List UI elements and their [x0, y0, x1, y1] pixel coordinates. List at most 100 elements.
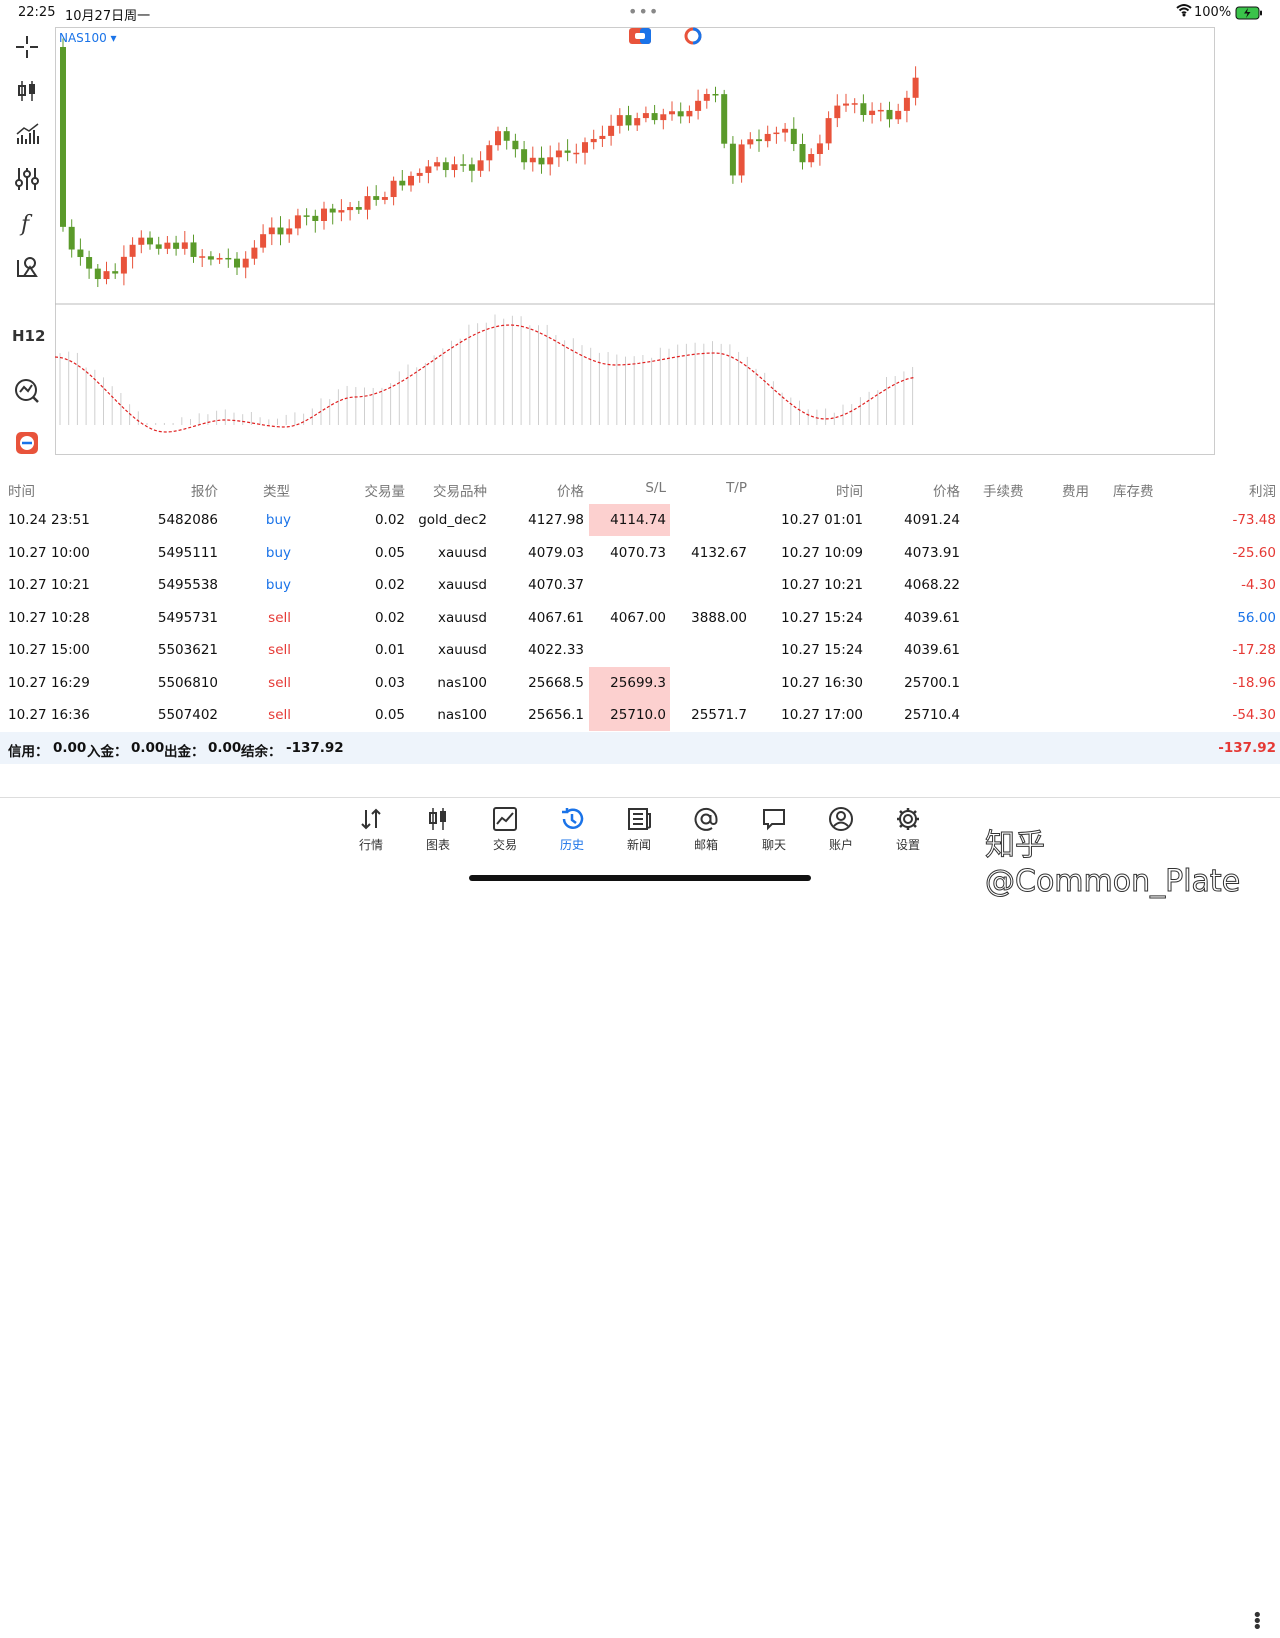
sync-icon[interactable]	[682, 27, 704, 45]
price-chart[interactable]: NAS100 ▾	[55, 27, 1215, 455]
candle-body	[207, 256, 214, 260]
nav-news[interactable]: 新闻	[613, 806, 665, 853]
multitasking-dots[interactable]: •••	[628, 2, 660, 21]
nav-chart-label: 图表	[425, 838, 450, 852]
candlestick-icon[interactable]	[14, 78, 40, 104]
chart-icon	[429, 808, 446, 830]
adjust-sliders-icon[interactable]	[14, 166, 40, 192]
nav-account[interactable]: 账户	[815, 806, 867, 853]
candle-body	[225, 257, 232, 260]
candle-body	[851, 103, 858, 105]
candle-body	[321, 208, 327, 221]
candle-body	[242, 258, 249, 268]
withdraw-value: 0.00	[208, 740, 242, 756]
candle-body	[729, 143, 736, 176]
cell-sl: 4067.00	[610, 609, 666, 626]
table-row[interactable]: 10.24 23:51 5482086 buy 0.02 gold_dec2 4127.9…	[0, 504, 1280, 537]
candle-body	[625, 115, 632, 126]
candle-body	[703, 93, 710, 101]
candle-body	[547, 157, 554, 165]
more-options-icon[interactable]: • • •	[1252, 1605, 1263, 1638]
trade-icon	[493, 807, 517, 831]
cell-profit: 56.00	[1237, 609, 1276, 626]
cell-profit: -4.30	[1241, 577, 1276, 593]
candle-body	[564, 150, 571, 153]
nav-quotes[interactable]: 行情	[345, 806, 397, 853]
period-label[interactable]: H12	[12, 327, 46, 345]
deposit-value: 0.00	[131, 740, 165, 756]
candle-body	[460, 164, 467, 166]
candle-body	[277, 227, 284, 235]
candle-body	[869, 110, 876, 116]
chart-toolbar: f H12	[0, 28, 55, 458]
candle-body	[251, 247, 258, 259]
candle-body	[816, 143, 823, 155]
candle-body	[408, 175, 414, 186]
candle-body	[425, 166, 432, 173]
cell-ticket: 5482086	[157, 512, 218, 528]
candle-body	[399, 180, 406, 186]
candle-body	[312, 215, 319, 221]
indicators-icon[interactable]	[14, 122, 40, 148]
balance-summary: 信用： 0.00 入金： 0.00 出金： 0.00 结余： -137.92 -…	[0, 732, 1280, 764]
chart-canvas[interactable]	[55, 27, 1215, 455]
nav-chat[interactable]: 聊天	[748, 806, 800, 853]
cell-symbol: nas100	[437, 707, 487, 723]
nav-history[interactable]: 历史	[546, 806, 598, 853]
candle-body	[329, 208, 336, 213]
symbol-selector[interactable]: NAS100 ▾	[59, 31, 117, 45]
nav-chart[interactable]: 图表	[412, 806, 464, 853]
candle-body	[590, 138, 597, 143]
home-indicator[interactable]	[469, 875, 811, 881]
nav-settings[interactable]: 设置	[882, 806, 934, 853]
cell-symbol: gold_dec2	[418, 512, 487, 528]
table-row[interactable]: 10.27 10:00 5495111 buy 0.05 xauusd 4079.03 40…	[0, 537, 1280, 570]
table-row[interactable]: 10.27 16:29 5506810 sell 0.03 nas100 25668.5 2…	[0, 666, 1280, 700]
candle-body	[599, 135, 606, 139]
table-row[interactable]: 10.27 10:28 5495731 sell 0.02 xauusd 4067.61 4…	[0, 602, 1280, 635]
cell-time: 10.27 15:00	[8, 642, 90, 658]
table-body: 10.24 23:51 5482086 buy 0.02 gold_dec2 4127.9…	[0, 504, 1280, 732]
candle-body	[173, 242, 180, 249]
candle-body	[886, 109, 893, 120]
table-row[interactable]: 10.27 15:00 5503621 sell 0.01 xauusd 4022.33 1…	[0, 634, 1280, 667]
candle-body	[199, 256, 206, 258]
cell-profit: -54.30	[1232, 707, 1276, 723]
sl-highlight	[589, 504, 670, 536]
objects-icon[interactable]	[14, 254, 40, 280]
candle-body	[181, 242, 188, 249]
header-volume: 交易量	[364, 484, 406, 500]
table-row[interactable]: 10.27 16:36 5507402 sell 0.05 nas100 25656.1 2…	[0, 699, 1280, 732]
cell-time: 10.27 10:28	[8, 609, 90, 626]
candle-body	[495, 131, 501, 146]
candle-body	[582, 142, 588, 153]
trade-app-icon[interactable]	[14, 430, 40, 456]
nav-mail[interactable]: 邮箱	[680, 806, 732, 853]
candle-body	[129, 244, 136, 257]
chart-analytics-icon[interactable]	[14, 378, 40, 404]
candle-body	[373, 196, 380, 200]
one-click-trading-icon[interactable]	[629, 27, 651, 45]
candle-body	[573, 152, 580, 155]
nav-trade[interactable]: 交易	[479, 806, 531, 853]
header-commission: 手续费	[983, 484, 1024, 500]
cell-close-price: 4091.24	[904, 512, 960, 528]
battery-percent: 100%	[1194, 5, 1232, 20]
function-icon[interactable]: f	[14, 210, 40, 236]
cell-close-price: 25710.4	[904, 707, 960, 723]
candle-body	[268, 227, 275, 235]
cell-volume: 0.05	[374, 707, 405, 723]
candle-body	[103, 271, 110, 280]
candle-body	[756, 139, 762, 142]
cell-volume: 0.02	[374, 577, 405, 593]
cell-volume: 0.01	[374, 642, 405, 658]
candlestick-series	[60, 38, 919, 288]
oscillator-signal-line	[55, 324, 916, 433]
cell-price: 4079.03	[528, 544, 584, 561]
cell-price: 25656.1	[528, 707, 584, 723]
table-row[interactable]: 10.27 10:21 5495538 buy 0.02 xauusd 4070.37 10…	[0, 569, 1280, 602]
cell-type: buy	[265, 577, 291, 593]
settings-icon	[897, 808, 919, 830]
crosshair-icon[interactable]	[14, 34, 40, 60]
candle-body	[616, 115, 623, 126]
